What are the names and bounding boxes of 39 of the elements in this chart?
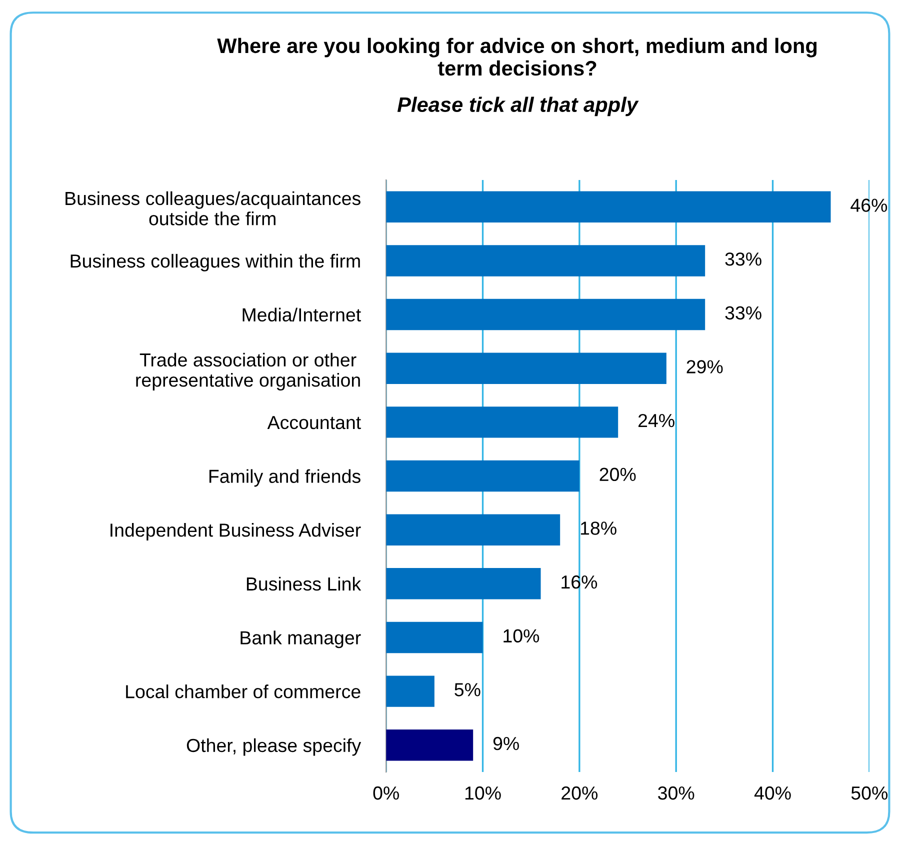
bar: [386, 191, 831, 222]
y-tick-label: Accountant: [267, 416, 361, 430]
y-tick-label: Business colleagues within the firm: [70, 254, 360, 272]
y-tick-label: Business Link: [246, 576, 362, 591]
bar: [386, 622, 483, 654]
bar: [386, 730, 474, 761]
y-tick-label: Business colleagues/acquaintances outside the firm: [66, 191, 360, 226]
y-tick-label: Family and friends: [209, 469, 360, 487]
chart-subtitle: Please tick all that apply: [397, 96, 639, 116]
data-label: 20%: [600, 468, 636, 482]
x-tick-label: 40%: [754, 786, 791, 800]
bar: [386, 676, 434, 707]
bar: [386, 245, 706, 276]
y-tick-label: Media/Internet: [242, 308, 361, 322]
data-label: 33%: [725, 306, 762, 320]
x-tick-label: 30%: [658, 786, 694, 800]
data-label: 9%: [493, 736, 519, 750]
x-tick-label: 50%: [851, 786, 888, 800]
x-tick-label: 10%: [465, 786, 501, 800]
data-label: 33%: [725, 252, 762, 266]
y-tick-label: Independent Business Adviser: [110, 523, 361, 541]
data-label: 24%: [638, 414, 674, 428]
bar: [386, 460, 580, 492]
bar: [386, 298, 706, 330]
data-label: 29%: [686, 360, 723, 374]
bar: [386, 352, 666, 384]
data-label: 18%: [580, 522, 616, 535]
bar: [386, 568, 541, 600]
bar: [386, 514, 560, 546]
x-tick-label: 20%: [562, 786, 598, 800]
data-label: 10%: [504, 629, 540, 643]
y-tick-label: Bank manager: [240, 630, 361, 648]
data-label: 5%: [454, 683, 480, 696]
bar: [386, 406, 618, 438]
chart-title: Where are you looking for advice on short, medium and long term decisions?: [217, 38, 817, 76]
y-tick-label: Local chamber of commerce: [126, 684, 360, 698]
x-tick-label: 0%: [373, 786, 399, 800]
y-tick-label: Other, please specify: [186, 738, 362, 756]
y-tick-label: Trade association or other representative organisation: [136, 352, 360, 390]
